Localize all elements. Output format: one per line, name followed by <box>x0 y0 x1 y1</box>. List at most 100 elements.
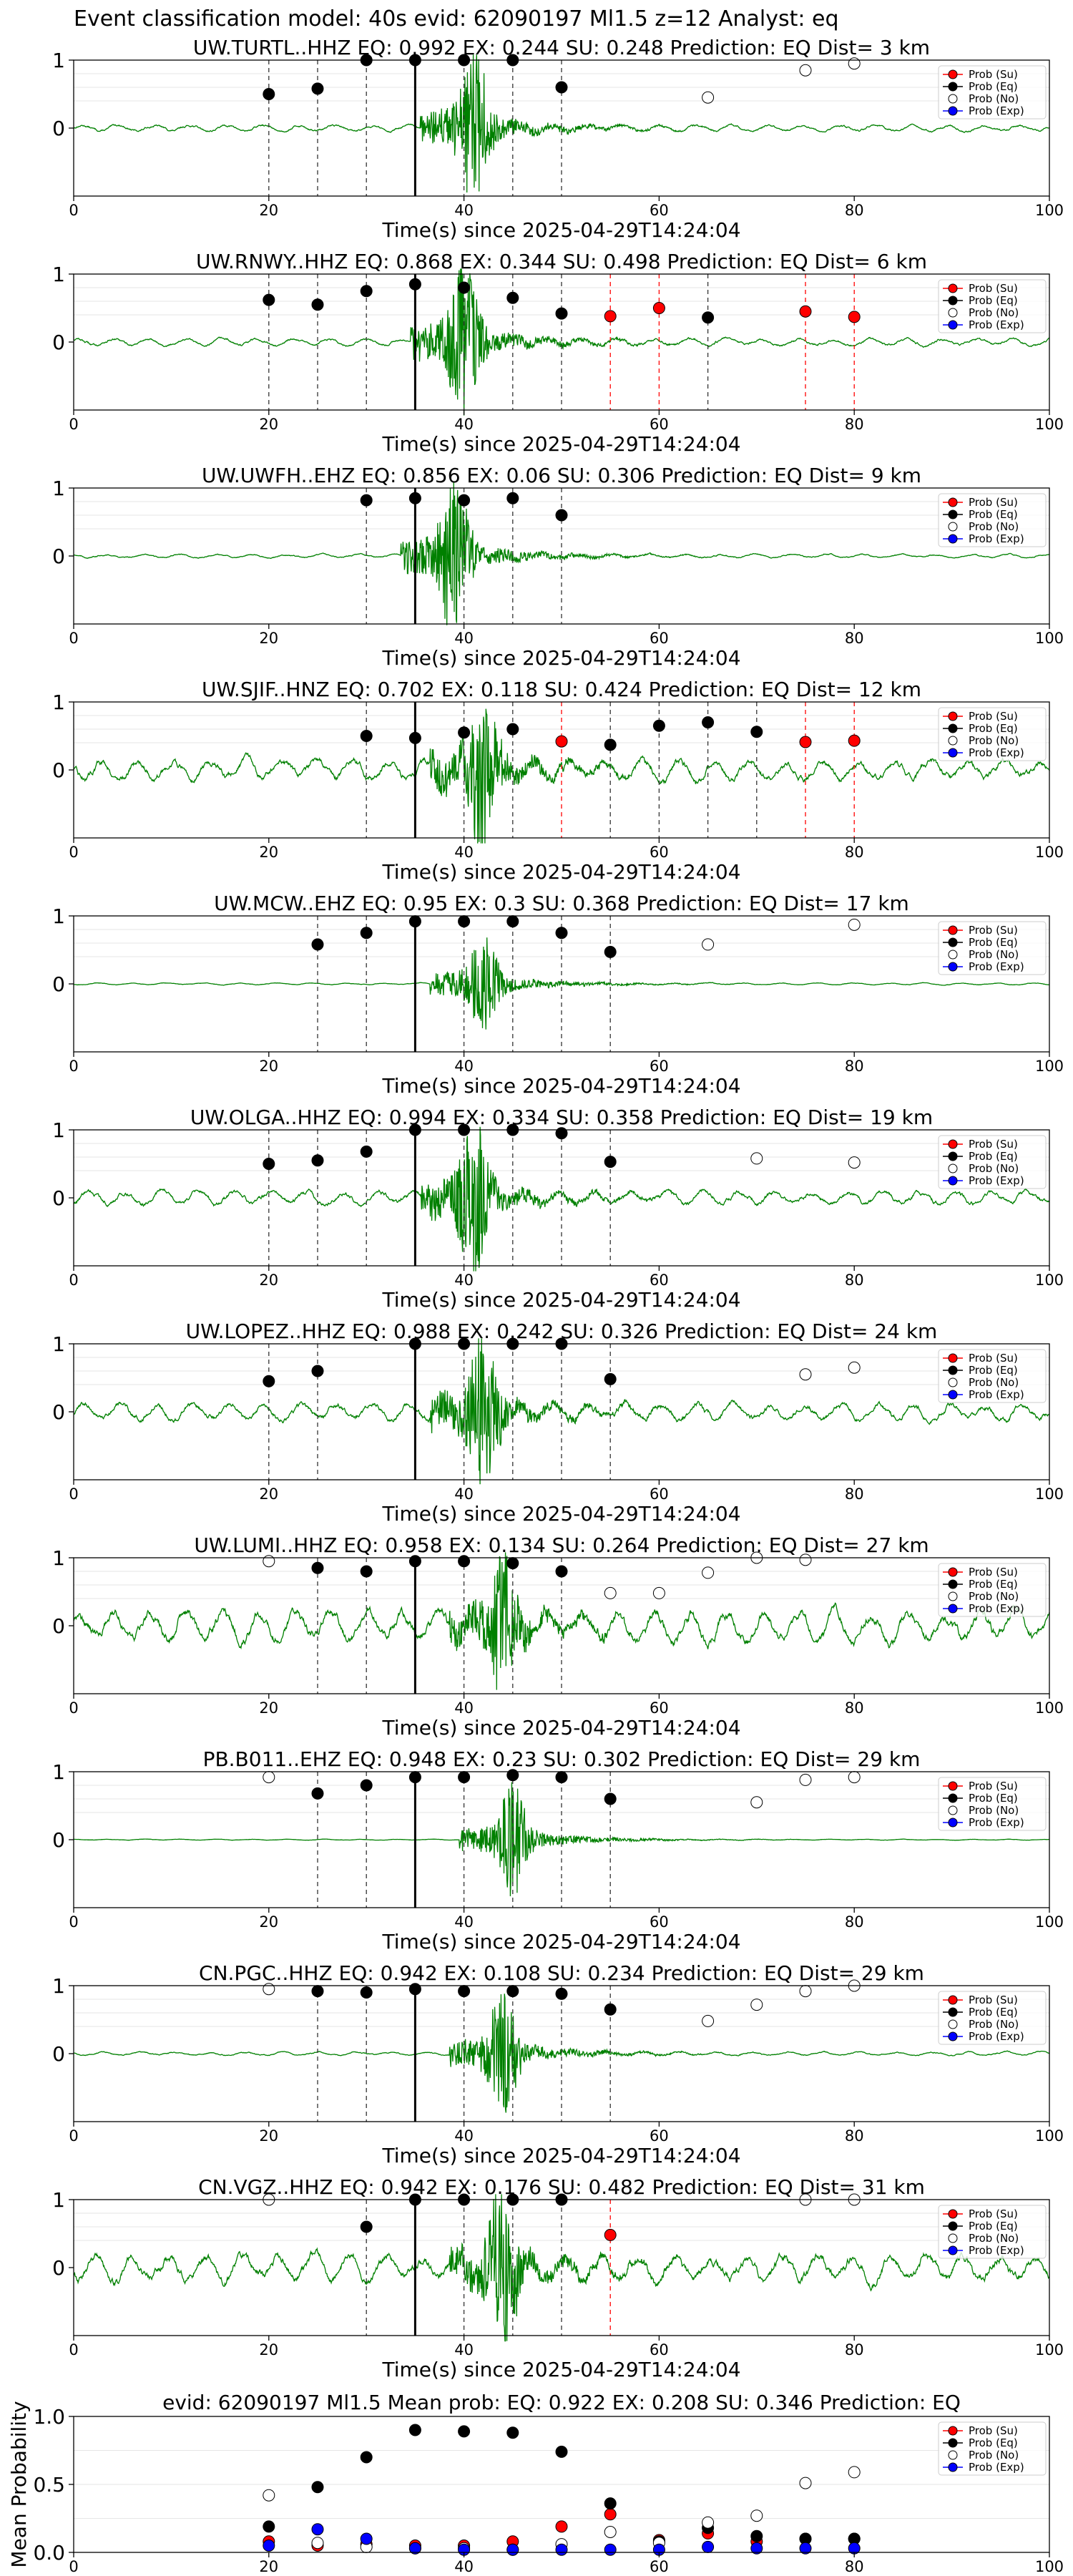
x-tick-label: 40 <box>454 844 474 861</box>
prob-point-eq <box>311 1365 324 1377</box>
y-tick-label: 1.0 <box>33 2405 65 2429</box>
x-axis-label: Time(s) since 2025-04-29T14:24:04 <box>381 1074 740 1098</box>
x-tick-label: 0 <box>69 1272 78 1289</box>
legend-frame <box>938 1991 1047 2045</box>
prob-point-eq <box>360 730 373 742</box>
x-tick-label: 100 <box>1035 630 1064 647</box>
legend-frame <box>938 921 1047 975</box>
mean-prob-point-su <box>555 2520 568 2533</box>
x-tick-label: 80 <box>845 1699 864 1717</box>
x-tick-label: 20 <box>259 1485 278 1503</box>
legend-label: Prob (No) <box>969 520 1019 533</box>
legend-label: Prob (Su) <box>969 1994 1018 2006</box>
x-tick-label: 80 <box>845 416 864 433</box>
legend-marker-no <box>948 522 958 532</box>
prob-point-no <box>799 1985 812 1998</box>
panel-title: UW.RNWY..HHZ EQ: 0.868 EX: 0.344 SU: 0.4… <box>196 250 927 273</box>
legend-frame <box>938 2421 1047 2476</box>
mean-prob-point-no <box>702 2516 715 2529</box>
mean-prob-point-eq <box>506 2426 519 2439</box>
prob-point-eq <box>360 1986 373 1999</box>
prob-point-no <box>263 1555 275 1568</box>
x-tick-label: 20 <box>259 630 278 647</box>
prob-point-no <box>652 1586 665 1599</box>
mean-prob-point-no <box>311 2537 324 2550</box>
x-tick-label: 100 <box>1035 1272 1064 1289</box>
panel-title: UW.TURTL..HHZ EQ: 0.992 EX: 0.244 SU: 0.… <box>193 36 930 59</box>
y-tick-label: 1 <box>52 477 65 500</box>
legend-label: Prob (Eq) <box>969 2006 1018 2019</box>
y-tick-label: 1 <box>52 1546 65 1570</box>
x-tick-label: 0 <box>69 1485 78 1503</box>
x-tick-label: 80 <box>845 2341 864 2358</box>
legend-marker-no <box>948 1163 958 1174</box>
prob-point-eq <box>360 927 373 940</box>
legend-label: Prob (Exp) <box>969 2461 1024 2474</box>
legend-label: Prob (Eq) <box>969 1364 1018 1377</box>
x-tick-label: 40 <box>454 2558 474 2575</box>
prob-point-eq <box>506 291 519 304</box>
legend-label: Prob (No) <box>969 1590 1019 1603</box>
legend-marker-su <box>948 283 958 293</box>
chart-panel-11: CN.VGZ..HHZ EQ: 0.942 EX: 0.176 SU: 0.48… <box>52 2175 1064 2381</box>
y-tick-label: 1 <box>52 691 65 714</box>
legend-frame <box>938 1563 1047 1617</box>
y-tick-label: 1 <box>52 263 65 286</box>
waveform-trace <box>73 54 1050 193</box>
prob-point-eq <box>360 1779 373 1792</box>
x-tick-label: 100 <box>1035 416 1064 433</box>
mean-prob-point-su <box>604 2508 617 2521</box>
legend-label: Prob (No) <box>969 2232 1019 2245</box>
panel-title: UW.SJIF..HNZ EQ: 0.702 EX: 0.118 SU: 0.4… <box>202 678 921 701</box>
x-tick-label: 60 <box>650 1913 669 1931</box>
prob-point-eq <box>555 509 568 522</box>
prob-point-eq <box>555 927 568 940</box>
x-tick-label: 60 <box>650 202 669 219</box>
figure-suptitle: Event classification model: 40s evid: 62… <box>74 6 839 31</box>
series-no <box>263 2466 861 2556</box>
prob-point-eq <box>311 82 324 95</box>
legend-frame <box>938 707 1047 761</box>
x-tick-label: 100 <box>1035 2127 1064 2145</box>
legend-label: Prob (Su) <box>969 2207 1018 2220</box>
prob-point-eq <box>458 915 471 928</box>
chart-panel-3: UW.UWFH..EHZ EQ: 0.856 EX: 0.06 SU: 0.30… <box>52 464 1064 670</box>
legend-label: Prob (Su) <box>969 1138 1018 1151</box>
prob-point-eq <box>555 1565 568 1578</box>
legend-label: Prob (No) <box>969 306 1019 319</box>
x-tick-label: 100 <box>1035 202 1064 219</box>
legend: Prob (Su)Prob (Eq)Prob (No)Prob (Exp) <box>938 707 1047 761</box>
legend-label: Prob (Exp) <box>969 1602 1024 1615</box>
x-tick-label: 0 <box>69 2341 78 2358</box>
prob-point-no <box>750 1796 763 1809</box>
legend-marker-no <box>948 94 958 104</box>
prob-point-eq <box>506 492 519 504</box>
legend-label: Prob (Eq) <box>969 80 1018 93</box>
mean-prob-point-eq <box>311 2481 324 2494</box>
legend-label: Prob (Su) <box>969 496 1018 509</box>
y-tick-label: 0 <box>52 2042 65 2066</box>
legend-marker-eq <box>948 82 958 92</box>
legend-marker-eq <box>948 2438 958 2448</box>
legend: Prob (Su)Prob (Eq)Prob (No)Prob (Exp) <box>938 1349 1047 1403</box>
legend-frame <box>938 279 1047 333</box>
x-tick-label: 0 <box>69 844 78 861</box>
mean-prob-point-exp <box>311 2523 324 2536</box>
prob-point-eq <box>311 1561 324 1574</box>
mean-prob-point-no <box>604 2526 617 2538</box>
legend: Prob (Su)Prob (Eq)Prob (No)Prob (Exp) <box>938 1991 1047 2045</box>
prob-point-eq <box>702 716 715 728</box>
prob-point-no <box>604 1586 617 1599</box>
x-tick-label: 80 <box>845 1485 864 1503</box>
x-tick-label: 40 <box>454 1058 474 1075</box>
prob-point-eq <box>360 285 373 298</box>
mean-prob-point-eq <box>458 2425 471 2438</box>
x-tick-label: 40 <box>454 1913 474 1931</box>
legend-marker-su <box>948 69 958 79</box>
legend-label: Prob (No) <box>969 92 1019 105</box>
legend: Prob (Su)Prob (Eq)Prob (No)Prob (Exp) <box>938 921 1047 975</box>
x-axis-label: Time(s) since 2025-04-29T14:24:04 <box>381 218 740 242</box>
prob-point-eq <box>604 2003 617 2016</box>
mean-prob-point-exp <box>799 2542 812 2555</box>
prob-point-eq <box>458 494 471 507</box>
